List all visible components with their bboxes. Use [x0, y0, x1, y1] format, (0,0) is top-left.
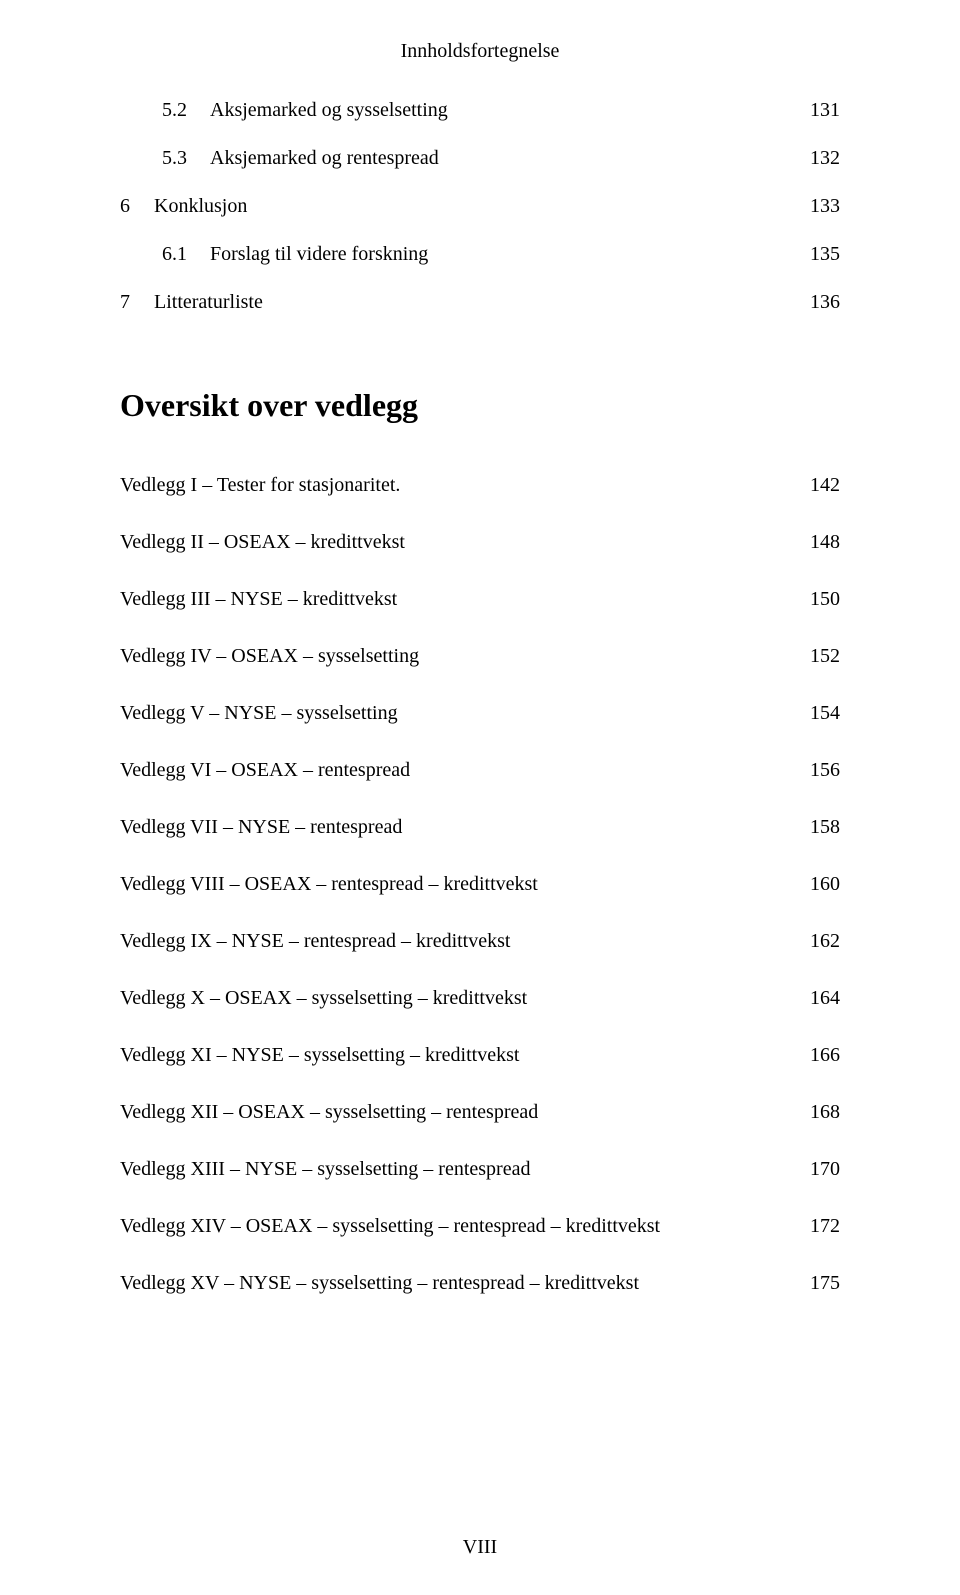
- vedlegg-entry: Vedlegg V – NYSE – sysselsetting 154: [120, 700, 840, 726]
- vedlegg-entry: Vedlegg VIII – OSEAX – rentespread – kre…: [120, 871, 840, 897]
- vedlegg-entry: Vedlegg XV – NYSE – sysselsetting – rent…: [120, 1270, 840, 1296]
- vedlegg-label: Vedlegg XII – OSEAX – sysselsetting – re…: [120, 1099, 538, 1125]
- vedlegg-page-number: 175: [810, 1270, 840, 1296]
- toc-number: 6.1: [162, 241, 210, 267]
- section-heading: Oversikt over vedlegg: [120, 387, 840, 424]
- toc-entry: 5.3 Aksjemarked og rentespread 132: [120, 145, 840, 171]
- vedlegg-label: Vedlegg IX – NYSE – rentespread – kredit…: [120, 928, 510, 954]
- toc-page-number: 133: [810, 193, 840, 219]
- vedlegg-page-number: 170: [810, 1156, 840, 1182]
- toc-number: 7: [120, 289, 154, 315]
- toc-number: 5.3: [162, 145, 210, 171]
- vedlegg-entry: Vedlegg XIII – NYSE – sysselsetting – re…: [120, 1156, 840, 1182]
- toc-label: Aksjemarked og rentespread: [210, 145, 439, 171]
- document-page: Innholdsfortegnelse 5.2 Aksjemarked og s…: [0, 0, 960, 1595]
- vedlegg-label: Vedlegg XI – NYSE – sysselsetting – kred…: [120, 1042, 519, 1068]
- vedlegg-section: Vedlegg I – Tester for stasjonaritet. 14…: [120, 472, 840, 1296]
- vedlegg-page-number: 172: [810, 1213, 840, 1239]
- toc-label: Aksjemarked og sysselsetting: [210, 97, 448, 123]
- vedlegg-entry: Vedlegg X – OSEAX – sysselsetting – kred…: [120, 985, 840, 1011]
- vedlegg-label: Vedlegg IV – OSEAX – sysselsetting: [120, 643, 419, 669]
- vedlegg-page-number: 158: [810, 814, 840, 840]
- vedlegg-entry: Vedlegg III – NYSE – kredittvekst 150: [120, 586, 840, 612]
- vedlegg-entry: Vedlegg IX – NYSE – rentespread – kredit…: [120, 928, 840, 954]
- vedlegg-label: Vedlegg VII – NYSE – rentespread: [120, 814, 402, 840]
- toc-label: Forslag til videre forskning: [210, 241, 428, 267]
- vedlegg-page-number: 162: [810, 928, 840, 954]
- vedlegg-entry: Vedlegg II – OSEAX – kredittvekst 148: [120, 529, 840, 555]
- vedlegg-label: Vedlegg I – Tester for stasjonaritet.: [120, 472, 400, 498]
- toc-entry: 5.2 Aksjemarked og sysselsetting 131: [120, 97, 840, 123]
- vedlegg-entry: Vedlegg XI – NYSE – sysselsetting – kred…: [120, 1042, 840, 1068]
- vedlegg-page-number: 166: [810, 1042, 840, 1068]
- toc-page-number: 136: [810, 289, 840, 315]
- vedlegg-entry: Vedlegg IV – OSEAX – sysselsetting 152: [120, 643, 840, 669]
- vedlegg-entry: Vedlegg VI – OSEAX – rentespread 156: [120, 757, 840, 783]
- vedlegg-label: Vedlegg XV – NYSE – sysselsetting – rent…: [120, 1270, 639, 1296]
- vedlegg-entry: Vedlegg XIV – OSEAX – sysselsetting – re…: [120, 1213, 840, 1239]
- vedlegg-page-number: 164: [810, 985, 840, 1011]
- vedlegg-page-number: 148: [810, 529, 840, 555]
- vedlegg-label: Vedlegg II – OSEAX – kredittvekst: [120, 529, 405, 555]
- toc-label: Konklusjon: [154, 193, 247, 219]
- toc-entry: 6.1 Forslag til videre forskning 135: [120, 241, 840, 267]
- toc-entry: 6 Konklusjon 133: [120, 193, 840, 219]
- vedlegg-page-number: 156: [810, 757, 840, 783]
- vedlegg-label: Vedlegg XIV – OSEAX – sysselsetting – re…: [120, 1213, 660, 1239]
- toc-label: Litteraturliste: [154, 289, 263, 315]
- vedlegg-label: Vedlegg V – NYSE – sysselsetting: [120, 700, 398, 726]
- vedlegg-label: Vedlegg III – NYSE – kredittvekst: [120, 586, 397, 612]
- running-header: Innholdsfortegnelse: [120, 40, 840, 63]
- vedlegg-entry: Vedlegg I – Tester for stasjonaritet. 14…: [120, 472, 840, 498]
- page-number-footer: VIII: [0, 1536, 960, 1559]
- vedlegg-label: Vedlegg VI – OSEAX – rentespread: [120, 757, 410, 783]
- vedlegg-label: Vedlegg X – OSEAX – sysselsetting – kred…: [120, 985, 527, 1011]
- toc-page-number: 132: [810, 145, 840, 171]
- toc-page-number: 135: [810, 241, 840, 267]
- toc-page-number: 131: [810, 97, 840, 123]
- vedlegg-page-number: 154: [810, 700, 840, 726]
- vedlegg-page-number: 150: [810, 586, 840, 612]
- vedlegg-page-number: 142: [810, 472, 840, 498]
- toc-entry: 7 Litteraturliste 136: [120, 289, 840, 315]
- vedlegg-page-number: 168: [810, 1099, 840, 1125]
- vedlegg-entry: Vedlegg XII – OSEAX – sysselsetting – re…: [120, 1099, 840, 1125]
- toc-number: 6: [120, 193, 154, 219]
- toc-number: 5.2: [162, 97, 210, 123]
- vedlegg-label: Vedlegg XIII – NYSE – sysselsetting – re…: [120, 1156, 530, 1182]
- vedlegg-page-number: 160: [810, 871, 840, 897]
- vedlegg-label: Vedlegg VIII – OSEAX – rentespread – kre…: [120, 871, 538, 897]
- vedlegg-page-number: 152: [810, 643, 840, 669]
- toc-section: 5.2 Aksjemarked og sysselsetting 131 5.3…: [120, 97, 840, 315]
- vedlegg-entry: Vedlegg VII – NYSE – rentespread 158: [120, 814, 840, 840]
